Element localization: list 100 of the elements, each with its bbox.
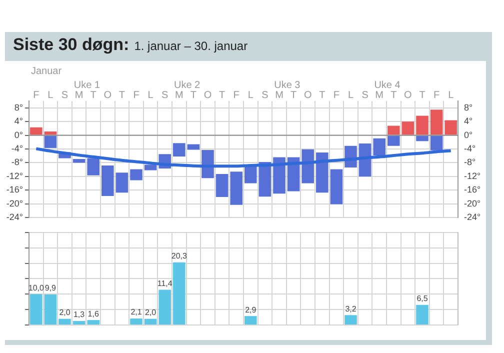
x-tick-label: T [118,90,126,101]
y2-tick-label: -20° [464,198,482,208]
x-tick-label: T [419,90,426,101]
text: Uke 1 [74,80,100,91]
y-tick-label: 0° [14,130,24,140]
text: Uke 4 [374,80,401,91]
y2-tick-label: 4° [464,116,474,126]
y-tick-label: -24° [6,212,24,222]
x-tick-label: S [262,90,269,101]
bar [116,172,128,193]
bar [144,164,157,170]
x-tick-label: L [148,90,154,101]
x-tick-label: L [48,90,54,101]
x-tick-label: F [233,90,240,101]
x-tick-label: T [190,90,197,101]
bar [402,122,414,135]
x-tick-label: F [333,90,340,101]
bar [416,136,428,142]
bar [316,152,328,193]
data-label: 20,3 [171,252,188,261]
x-tick-label: S [61,90,68,101]
bar [44,294,57,324]
data-label: 10,0 [28,283,44,292]
x-tick-label: L [448,90,454,101]
text: Uke 3 [274,80,301,91]
bar [416,116,428,135]
bar [244,316,257,324]
x-tick-label: F [33,90,40,101]
bar [273,157,286,194]
data-label: 2,1 [130,308,142,317]
bar [87,320,100,324]
bar [430,110,443,135]
x-tick-label: L [248,90,254,101]
bar [87,158,100,176]
bar [130,169,142,180]
x-tick-label: F [133,90,140,101]
bar [130,318,142,324]
y2-tick-label: -16° [464,184,482,195]
data-label: 6,5 [416,294,428,304]
text: Januar [31,66,62,77]
x-tick-label: S [362,90,369,101]
x-tick-label: T [390,90,397,101]
bar [72,320,86,324]
bar [30,294,42,324]
y-tick-label: -8° [11,157,24,168]
x-tick-label: O [204,90,212,101]
bar [216,174,228,198]
data-label: 1,6 [88,309,100,318]
data-label: 3,2 [345,304,357,314]
bar [430,136,443,150]
line-series [34,147,452,168]
data-label: 1,3 [73,310,86,320]
bar [344,315,357,324]
y2-tick-label: 8° [464,102,474,112]
bar [44,136,57,148]
bar [373,138,386,156]
data-label: 2,0 [59,308,71,318]
x-tick-label: L [348,90,354,101]
bar [30,127,42,135]
chart-title: Siste 30 døgn: [13,35,130,54]
bar [144,318,157,324]
bar [102,165,114,196]
y2-tick-label: -24° [464,212,482,222]
x-tick-label: O [104,90,112,101]
y-tick-label: -4° [11,143,24,154]
bar [58,318,71,324]
x-tick-label: T [90,90,96,101]
x-tick-label: O [304,90,312,101]
bar [330,169,343,204]
x-tick-label: T [319,90,326,101]
data-label: 2,9 [245,305,257,314]
y-tick-label: -20° [6,198,24,208]
bar [173,262,186,324]
y-tick-label: -12° [6,170,24,181]
y-tick-label: -16° [6,184,24,195]
bar [302,149,314,184]
x-tick-label: M [74,90,84,101]
bar [388,136,400,146]
bar [44,132,57,135]
y2-tick-label: -12° [464,170,482,181]
bar [187,144,200,150]
x-tick-label: F [433,90,440,101]
x-tick-label: T [290,90,297,101]
text: Uke 2 [174,80,201,91]
x-tick-label: T [218,90,226,101]
bar [444,120,457,135]
bar [230,172,242,205]
y2-tick-label: 0° [464,130,474,140]
y-tick-label: 4° [14,116,24,126]
chart-subtitle: 1. januar – 30. januar [134,39,248,53]
data-label: 11,4 [157,279,173,288]
bar [173,143,186,157]
x-tick-label: S [162,90,169,101]
x-tick-label: M [275,90,284,101]
data-label: 2,0 [144,308,157,318]
y2-tick-label: -4° [464,143,476,154]
bar [158,290,171,324]
x-tick-label: O [404,90,412,101]
data-label: 9,9 [44,284,57,293]
bar [416,304,428,324]
